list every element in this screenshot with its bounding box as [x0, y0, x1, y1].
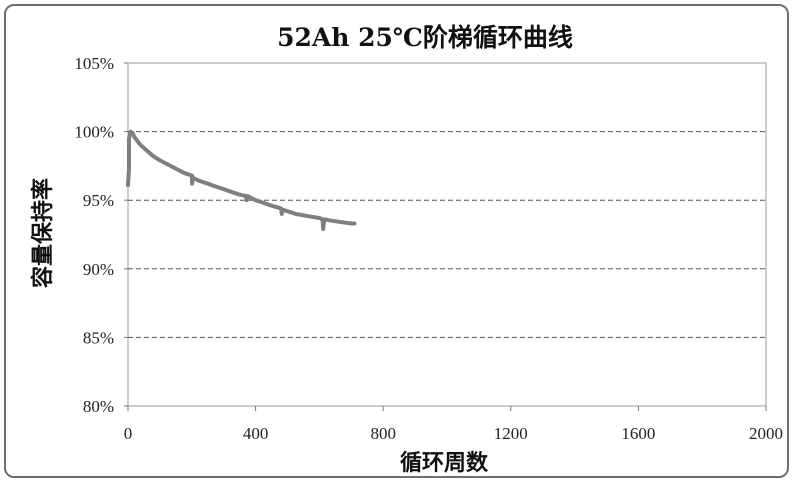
- x-tick-label: 1200: [494, 424, 528, 443]
- y-tick-label: 85%: [83, 328, 114, 347]
- y-tick-label: 95%: [83, 191, 114, 210]
- grid-lines: [128, 131, 766, 338]
- data-series: [126, 129, 357, 231]
- y-tick-label: 90%: [83, 260, 114, 279]
- y-tick-label: 80%: [83, 397, 114, 416]
- y-tick-label: 100%: [74, 123, 114, 142]
- y-axis-label: 容量保持率: [30, 178, 56, 288]
- x-tick-label: 400: [243, 424, 269, 443]
- y-tick-label: 105%: [74, 54, 114, 73]
- x-axis-label: 循环周数: [400, 450, 489, 476]
- series-line: [126, 129, 357, 231]
- x-tick-label: 800: [370, 424, 396, 443]
- chart-title: 52Ah 25℃阶梯循环曲线: [277, 23, 573, 52]
- x-tick-label: 1600: [621, 424, 655, 443]
- x-axis: 0 400 800 1200 1600 2000: [124, 406, 783, 443]
- y-axis: 80% 85% 90% 95% 100% 105%: [74, 54, 128, 416]
- x-tick-label: 2000: [749, 424, 783, 443]
- x-tick-label: 0: [124, 424, 133, 443]
- plot-area: [127, 62, 767, 407]
